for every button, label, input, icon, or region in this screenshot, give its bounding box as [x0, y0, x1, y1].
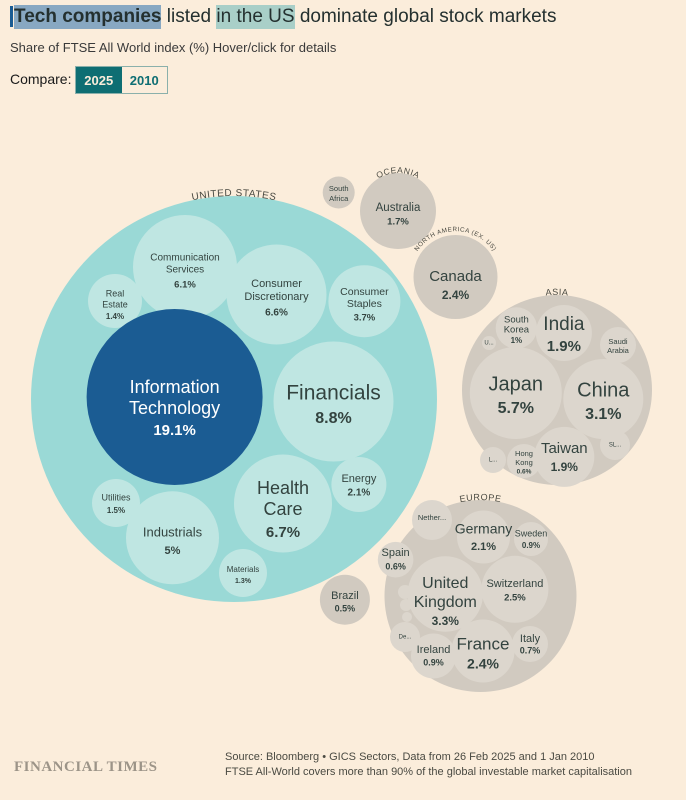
svg-text:De...: De... [399, 635, 412, 641]
svg-text:Services: Services [166, 265, 204, 276]
svg-text:ASIA: ASIA [545, 287, 569, 298]
svg-text:2.5%: 2.5% [504, 593, 526, 604]
svg-text:Staples: Staples [347, 298, 382, 310]
svg-text:0.7%: 0.7% [520, 645, 541, 655]
svg-text:6.7%: 6.7% [266, 524, 300, 541]
svg-text:Discretionary: Discretionary [244, 291, 309, 303]
svg-text:1%: 1% [511, 336, 523, 345]
svg-text:1.5%: 1.5% [107, 506, 125, 515]
svg-text:Real: Real [106, 288, 125, 298]
svg-text:3.7%: 3.7% [354, 313, 376, 324]
svg-text:2.1%: 2.1% [348, 488, 371, 499]
svg-text:1.7%: 1.7% [387, 217, 409, 228]
svg-text:Communication: Communication [150, 253, 219, 264]
svg-text:Canada: Canada [429, 268, 482, 285]
svg-text:Financials: Financials [286, 382, 381, 405]
svg-text:France: France [457, 634, 510, 653]
svg-text:Taiwan: Taiwan [541, 440, 588, 457]
svg-text:1.9%: 1.9% [547, 338, 581, 355]
svg-text:2.1%: 2.1% [471, 541, 496, 553]
svg-text:Energy: Energy [341, 473, 376, 485]
svg-text:Japan: Japan [489, 373, 544, 395]
svg-text:3.1%: 3.1% [585, 406, 621, 423]
svg-text:Health: Health [257, 478, 309, 498]
svg-text:0.6%: 0.6% [385, 561, 406, 571]
svg-text:8.8%: 8.8% [315, 410, 351, 427]
svg-text:Utilities: Utilities [101, 492, 131, 502]
svg-text:South: South [329, 184, 349, 193]
svg-text:0.6%: 0.6% [517, 469, 532, 476]
svg-text:Consumer: Consumer [340, 286, 389, 298]
svg-text:Korea: Korea [504, 325, 530, 336]
svg-text:Technology: Technology [129, 398, 220, 418]
svg-text:2.4%: 2.4% [442, 288, 470, 302]
svg-text:Saudi: Saudi [608, 337, 628, 346]
svg-text:Estate: Estate [102, 299, 128, 309]
svg-text:Switzerland: Switzerland [486, 578, 543, 590]
svg-text:5%: 5% [165, 545, 181, 557]
svg-text:0.9%: 0.9% [423, 657, 444, 667]
svg-text:Kong: Kong [515, 458, 533, 467]
svg-text:1.4%: 1.4% [106, 312, 124, 321]
svg-text:6.1%: 6.1% [174, 280, 196, 291]
svg-text:India: India [543, 314, 585, 335]
svg-text:U...: U... [484, 341, 494, 347]
svg-text:Sweden: Sweden [515, 528, 548, 538]
svg-text:Industrials: Industrials [143, 524, 203, 539]
svg-text:Germany: Germany [455, 521, 513, 537]
svg-text:Spain: Spain [382, 547, 410, 559]
svg-text:Hong: Hong [515, 449, 533, 458]
svg-text:Kingdom: Kingdom [414, 594, 477, 611]
svg-text:0.9%: 0.9% [522, 541, 540, 550]
svg-text:6.6%: 6.6% [265, 308, 288, 319]
svg-text:19.1%: 19.1% [153, 422, 196, 439]
svg-text:Italy: Italy [520, 633, 541, 645]
svg-text:Information: Information [130, 377, 220, 397]
svg-text:3.3%: 3.3% [432, 614, 460, 628]
svg-text:L...: L... [489, 458, 498, 464]
svg-text:SL...: SL... [609, 443, 622, 449]
svg-text:Ireland: Ireland [417, 644, 451, 656]
svg-text:Care: Care [263, 499, 302, 519]
svg-text:1.3%: 1.3% [235, 578, 252, 585]
svg-text:5.7%: 5.7% [498, 400, 534, 417]
svg-text:Brazil: Brazil [331, 590, 359, 602]
svg-text:1.9%: 1.9% [551, 460, 579, 474]
svg-text:Australia: Australia [376, 202, 421, 214]
svg-text:Arabia: Arabia [607, 346, 630, 355]
svg-text:0.5%: 0.5% [335, 603, 356, 613]
svg-text:Consumer: Consumer [251, 278, 302, 290]
svg-text:Materials: Materials [227, 565, 259, 574]
svg-text:United: United [422, 575, 468, 592]
svg-text:2.4%: 2.4% [467, 656, 499, 672]
svg-text:Africa: Africa [329, 194, 349, 203]
svg-text:Nether...: Nether... [418, 513, 446, 522]
svg-text:China: China [577, 379, 630, 401]
